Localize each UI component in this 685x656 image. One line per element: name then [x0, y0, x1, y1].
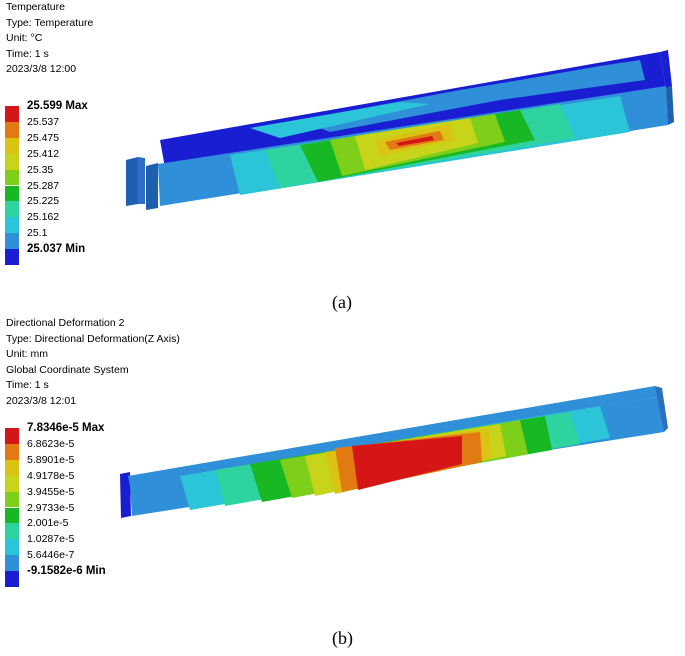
legend-label: 25.162	[27, 211, 60, 224]
legend-swatch	[5, 201, 19, 218]
legend-label: -9.1582e-6 Min	[27, 565, 106, 578]
header-text: Temperature Type: Temperature Unit: °C T…	[6, 0, 93, 78]
legend-swatch	[5, 121, 19, 138]
legend-swatch	[5, 137, 19, 154]
legend-label: 5.6446e-7	[27, 549, 75, 562]
legend-label: 25.225	[27, 195, 60, 208]
legend-label: 25.35	[27, 163, 54, 176]
legend-swatch	[5, 233, 19, 250]
legend-label: 25.412	[27, 147, 60, 160]
legend-label: 7.8346e-5 Max	[27, 422, 105, 434]
legend-swatch	[5, 153, 19, 170]
legend-swatch	[5, 571, 19, 587]
legend-label: 25.599 Max	[27, 100, 88, 112]
legend-label: 1.0287e-5	[27, 533, 75, 546]
legend-swatch	[5, 475, 19, 492]
header-line: Time: 1 s	[6, 47, 49, 60]
legend-swatch	[5, 428, 19, 444]
legend-label: 2.9733e-5	[27, 501, 75, 514]
caption-a: (a)	[332, 292, 352, 312]
legend-label: 5.8901e-5	[27, 453, 75, 466]
legend-label: 6.8623e-5	[27, 437, 75, 450]
header-line: 2023/3/8 12:01	[6, 394, 77, 407]
header-line: Global Coordinate System	[6, 363, 129, 376]
legend-swatch	[5, 169, 19, 186]
panel-deformation: Directional Deformation 2 Type: Directio…	[0, 316, 685, 656]
legend-label: 3.9455e-5	[27, 485, 75, 498]
legend-label: 25.537	[27, 115, 60, 128]
header-line: Type: Temperature	[6, 16, 94, 29]
legend-label: 25.1	[27, 227, 48, 240]
legend-swatch	[5, 106, 19, 122]
header-line: Time: 1 s	[6, 379, 49, 392]
legend-swatch	[5, 539, 19, 556]
legend-swatch	[5, 185, 19, 202]
caption-b: (b)	[332, 628, 353, 648]
legend-swatch	[5, 491, 19, 508]
deformation-contour-model	[120, 386, 668, 518]
legend-swatch	[5, 443, 19, 460]
legend-label: 25.037 Min	[27, 243, 86, 256]
header-line: Unit: mm	[6, 348, 48, 361]
legend-swatch	[5, 555, 19, 572]
header-line: Unit: °C	[6, 32, 43, 45]
legend-label: 25.287	[27, 179, 60, 192]
legend-swatch	[5, 507, 19, 524]
legend-swatch	[5, 459, 19, 476]
header-line: Temperature	[6, 1, 65, 13]
legend-label: 2.001e-5	[27, 517, 69, 530]
legend-label: 25.475	[27, 131, 60, 144]
header-text: Directional Deformation 2 Type: Directio…	[6, 316, 180, 410]
legend-swatch	[5, 217, 19, 234]
legend-label: 4.9178e-5	[27, 469, 75, 482]
header-line: 2023/3/8 12:00	[6, 63, 77, 76]
header-line: Type: Directional Deformation(Z Axis)	[6, 332, 180, 345]
legend-swatch	[5, 249, 19, 265]
temperature-contour-model	[126, 50, 674, 210]
panel-temperature: Temperature Type: Temperature Unit: °C T…	[0, 0, 685, 320]
legend-swatch	[5, 523, 19, 540]
header-line: Directional Deformation 2	[6, 317, 125, 329]
